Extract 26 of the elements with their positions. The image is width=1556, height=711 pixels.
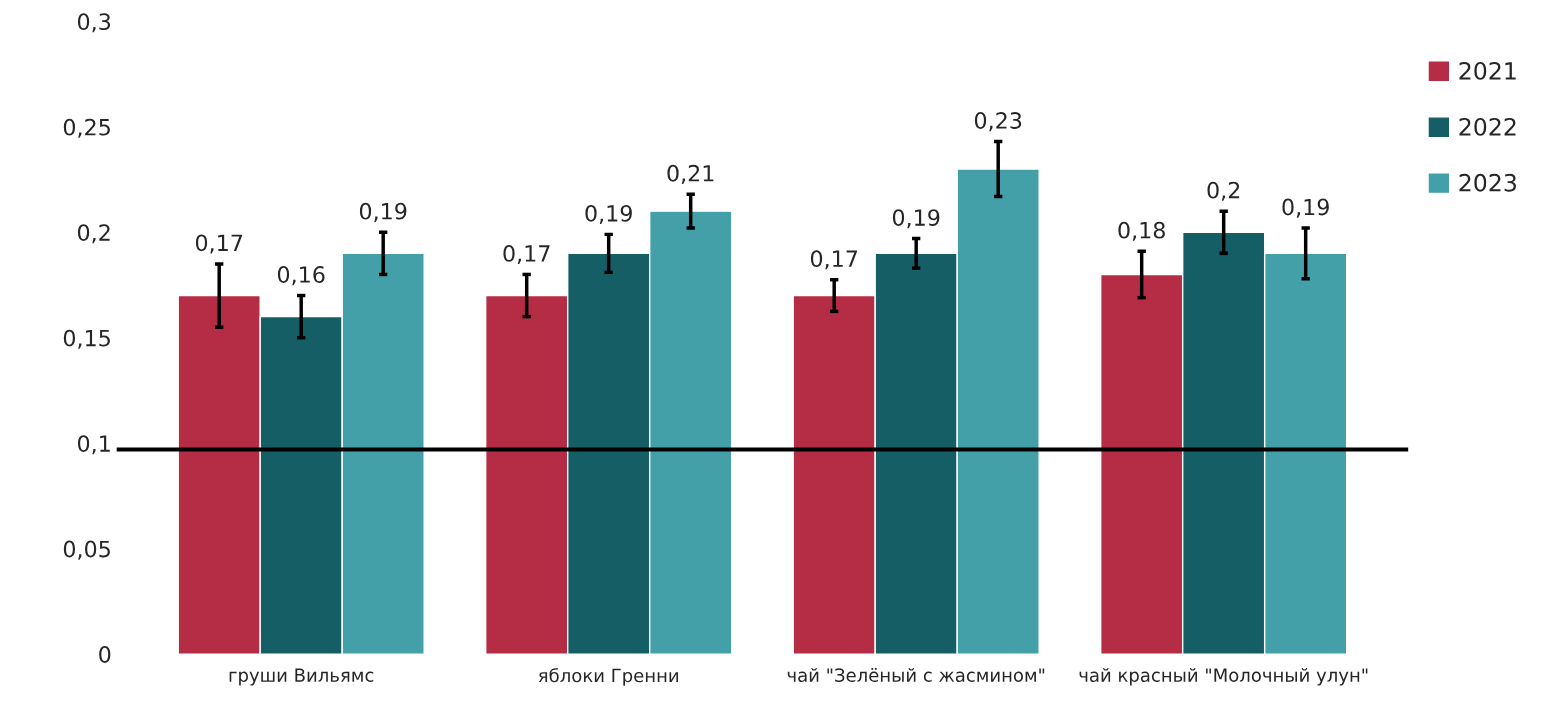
data-label: 0,2	[1207, 181, 1240, 201]
x-tick-label: чай красный "Молочный улун"	[1079, 668, 1368, 686]
data-label: 0,23	[974, 112, 1022, 132]
data-label: 0,19	[1282, 198, 1329, 218]
data-label: 0,19	[585, 204, 632, 224]
data-label: 0,17	[810, 250, 858, 270]
y-tick-label: 0,15	[63, 329, 110, 349]
legend-label: 2021	[1459, 61, 1516, 80]
data-label: 0,19	[359, 202, 407, 222]
x-tick-label: яблоки Гренни	[538, 668, 678, 686]
data-label: 0,16	[277, 266, 325, 286]
y-tick-label: 0,05	[63, 540, 110, 560]
y-tick-label: 0,3	[77, 13, 111, 33]
x-tick-label: груши Вильямс	[229, 668, 374, 686]
legend-label: 2022	[1459, 117, 1516, 136]
data-label: 0,17	[503, 245, 550, 265]
y-tick-label: 0,1	[77, 435, 110, 455]
y-tick-label: 0,25	[63, 118, 110, 138]
data-label: 0,17	[195, 234, 243, 254]
data-label: 0,19	[892, 209, 940, 229]
y-tick-label: 0,2	[77, 224, 110, 244]
y-tick-label: 0	[99, 646, 111, 663]
data-label: 0,21	[667, 164, 714, 184]
data-label: 0,18	[1118, 221, 1165, 241]
legend-label: 2023	[1459, 173, 1516, 192]
x-tick-label: чай "Зелёный с жасмином"	[787, 668, 1045, 682]
